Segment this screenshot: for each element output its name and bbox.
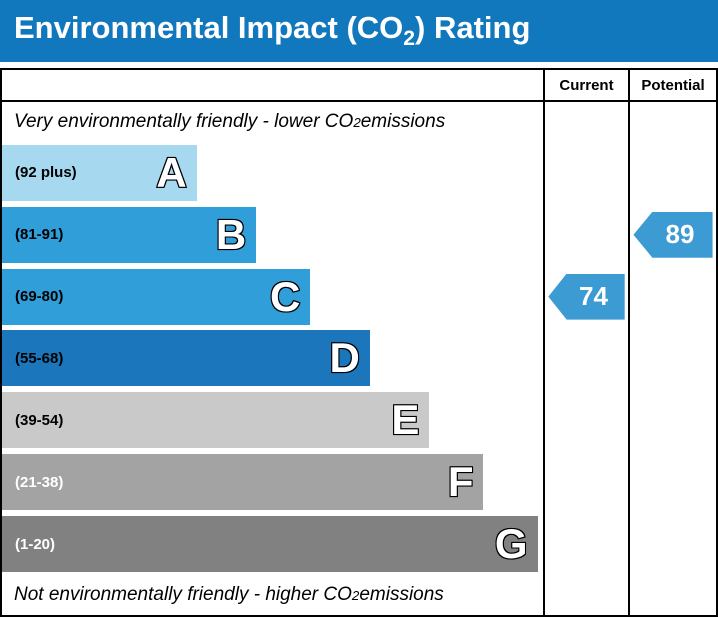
band-row-c: (69-80) C <box>2 266 543 328</box>
current-cell <box>543 327 628 390</box>
potential-cell <box>628 102 716 142</box>
bottom-note: Not environmentally friendly - higher CO… <box>2 575 543 615</box>
current-cell <box>543 142 628 204</box>
top-note: Very environmentally friendly - lower CO… <box>2 102 543 142</box>
band-letter-f: F <box>447 458 475 506</box>
band-bar-a: (92 plus) A <box>2 144 197 201</box>
potential-cell <box>628 327 716 390</box>
band-range-f: (21-38) <box>15 473 64 491</box>
bottom-note-subscript: 2 <box>351 587 360 603</box>
band-range-e: (39-54) <box>15 411 64 429</box>
bottom-note-suffix: emissions <box>359 584 444 605</box>
band-letter-b: B <box>215 210 248 258</box>
band-row-a: (92 plus) A <box>2 142 543 204</box>
current-cell <box>543 102 628 142</box>
band-bar-g: (1-20) G <box>2 516 538 573</box>
band-row-e: (39-54) E <box>2 389 543 451</box>
band-range-d: (55-68) <box>15 349 64 367</box>
current-arrow: 74 <box>548 273 625 320</box>
top-note-suffix: emissions <box>360 111 446 132</box>
potential-header: Potential <box>628 70 716 102</box>
co2-rating-chart: Current Potential Very environmentally f… <box>0 68 718 617</box>
current-cell <box>543 203 628 266</box>
band-bar-b: (81-91) B <box>2 206 257 263</box>
current-cell: 74 <box>543 265 628 328</box>
band-row-d: (55-68) D <box>2 328 543 390</box>
band-bar-e: (39-54) E <box>2 392 430 449</box>
page-title-prefix: Environmental Impact (CO <box>14 10 404 46</box>
current-cell <box>543 575 628 615</box>
potential-cell <box>628 513 716 575</box>
page-title-subscript: 2 <box>403 27 416 51</box>
page-title: Environmental Impact (CO2) Rating <box>14 12 530 49</box>
top-note-subscript: 2 <box>353 114 361 130</box>
band-row-f: (21-38) F <box>2 451 543 513</box>
potential-cell <box>628 575 716 615</box>
band-bar-c: (69-80) C <box>2 268 311 325</box>
band-letter-c: C <box>269 272 302 320</box>
band-letter-a: A <box>155 148 188 196</box>
band-bar-d: (55-68) D <box>2 330 370 387</box>
current-header: Current <box>543 70 628 102</box>
bottom-note-text: Not environmentally friendly - higher CO <box>14 584 352 605</box>
band-letter-g: G <box>494 520 529 568</box>
band-range-b: (81-91) <box>15 226 64 244</box>
potential-cell <box>628 265 716 328</box>
band-range-g: (1-20) <box>15 535 56 553</box>
top-note-text: Very environmentally friendly - lower CO <box>14 111 354 132</box>
current-cell <box>543 513 628 575</box>
potential-cell <box>628 389 716 452</box>
band-row-g: (1-20) G <box>2 513 543 575</box>
page-title-suffix: ) Rating <box>415 10 531 46</box>
band-row-b: (81-91) B <box>2 204 543 266</box>
band-letter-e: E <box>390 396 420 444</box>
potential-cell <box>628 142 716 204</box>
potential-arrow: 89 <box>633 211 713 258</box>
band-letter-d: D <box>328 334 361 382</box>
band-bar-f: (21-38) F <box>2 454 484 511</box>
title-bar: Environmental Impact (CO2) Rating <box>0 0 718 62</box>
potential-cell <box>628 451 716 514</box>
band-range-c: (69-80) <box>15 288 64 306</box>
band-range-a: (92 plus) <box>15 164 77 182</box>
current-cell <box>543 451 628 514</box>
band-column-header <box>2 70 543 102</box>
potential-cell: 89 <box>628 203 716 266</box>
current-cell <box>543 389 628 452</box>
